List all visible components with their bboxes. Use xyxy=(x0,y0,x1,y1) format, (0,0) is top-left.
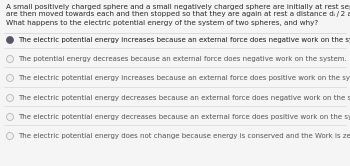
Circle shape xyxy=(7,55,14,63)
Text: The electric potential energy increases because an external force does negative : The electric potential energy increases … xyxy=(18,37,350,43)
Text: The potential energy decreases because an external force does negative work on t: The potential energy decreases because a… xyxy=(18,56,347,62)
Text: The electric potential energy decreases because an external force does negative : The electric potential energy decreases … xyxy=(18,95,350,101)
Text: The electric potential energy decreases because an external force does positive : The electric potential energy decreases … xyxy=(18,114,350,120)
Text: What happens to the electric potential energy of the system of two spheres, and : What happens to the electric potential e… xyxy=(6,20,318,26)
Text: The electric potential energy does not change because energy is conserved and th: The electric potential energy does not c… xyxy=(18,133,350,139)
Text: A small positively charged sphere and a small negatively charged sphere are init: A small positively charged sphere and a … xyxy=(6,4,350,10)
Circle shape xyxy=(7,132,14,139)
Circle shape xyxy=(7,94,14,101)
Text: are then moved towards each and then stopped so that they are again at rest a di: are then moved towards each and then sto… xyxy=(6,11,350,17)
Text: The electric potential energy increases because an external force does positive : The electric potential energy increases … xyxy=(18,75,350,81)
Circle shape xyxy=(7,114,14,121)
Circle shape xyxy=(7,75,14,82)
Circle shape xyxy=(7,37,14,43)
